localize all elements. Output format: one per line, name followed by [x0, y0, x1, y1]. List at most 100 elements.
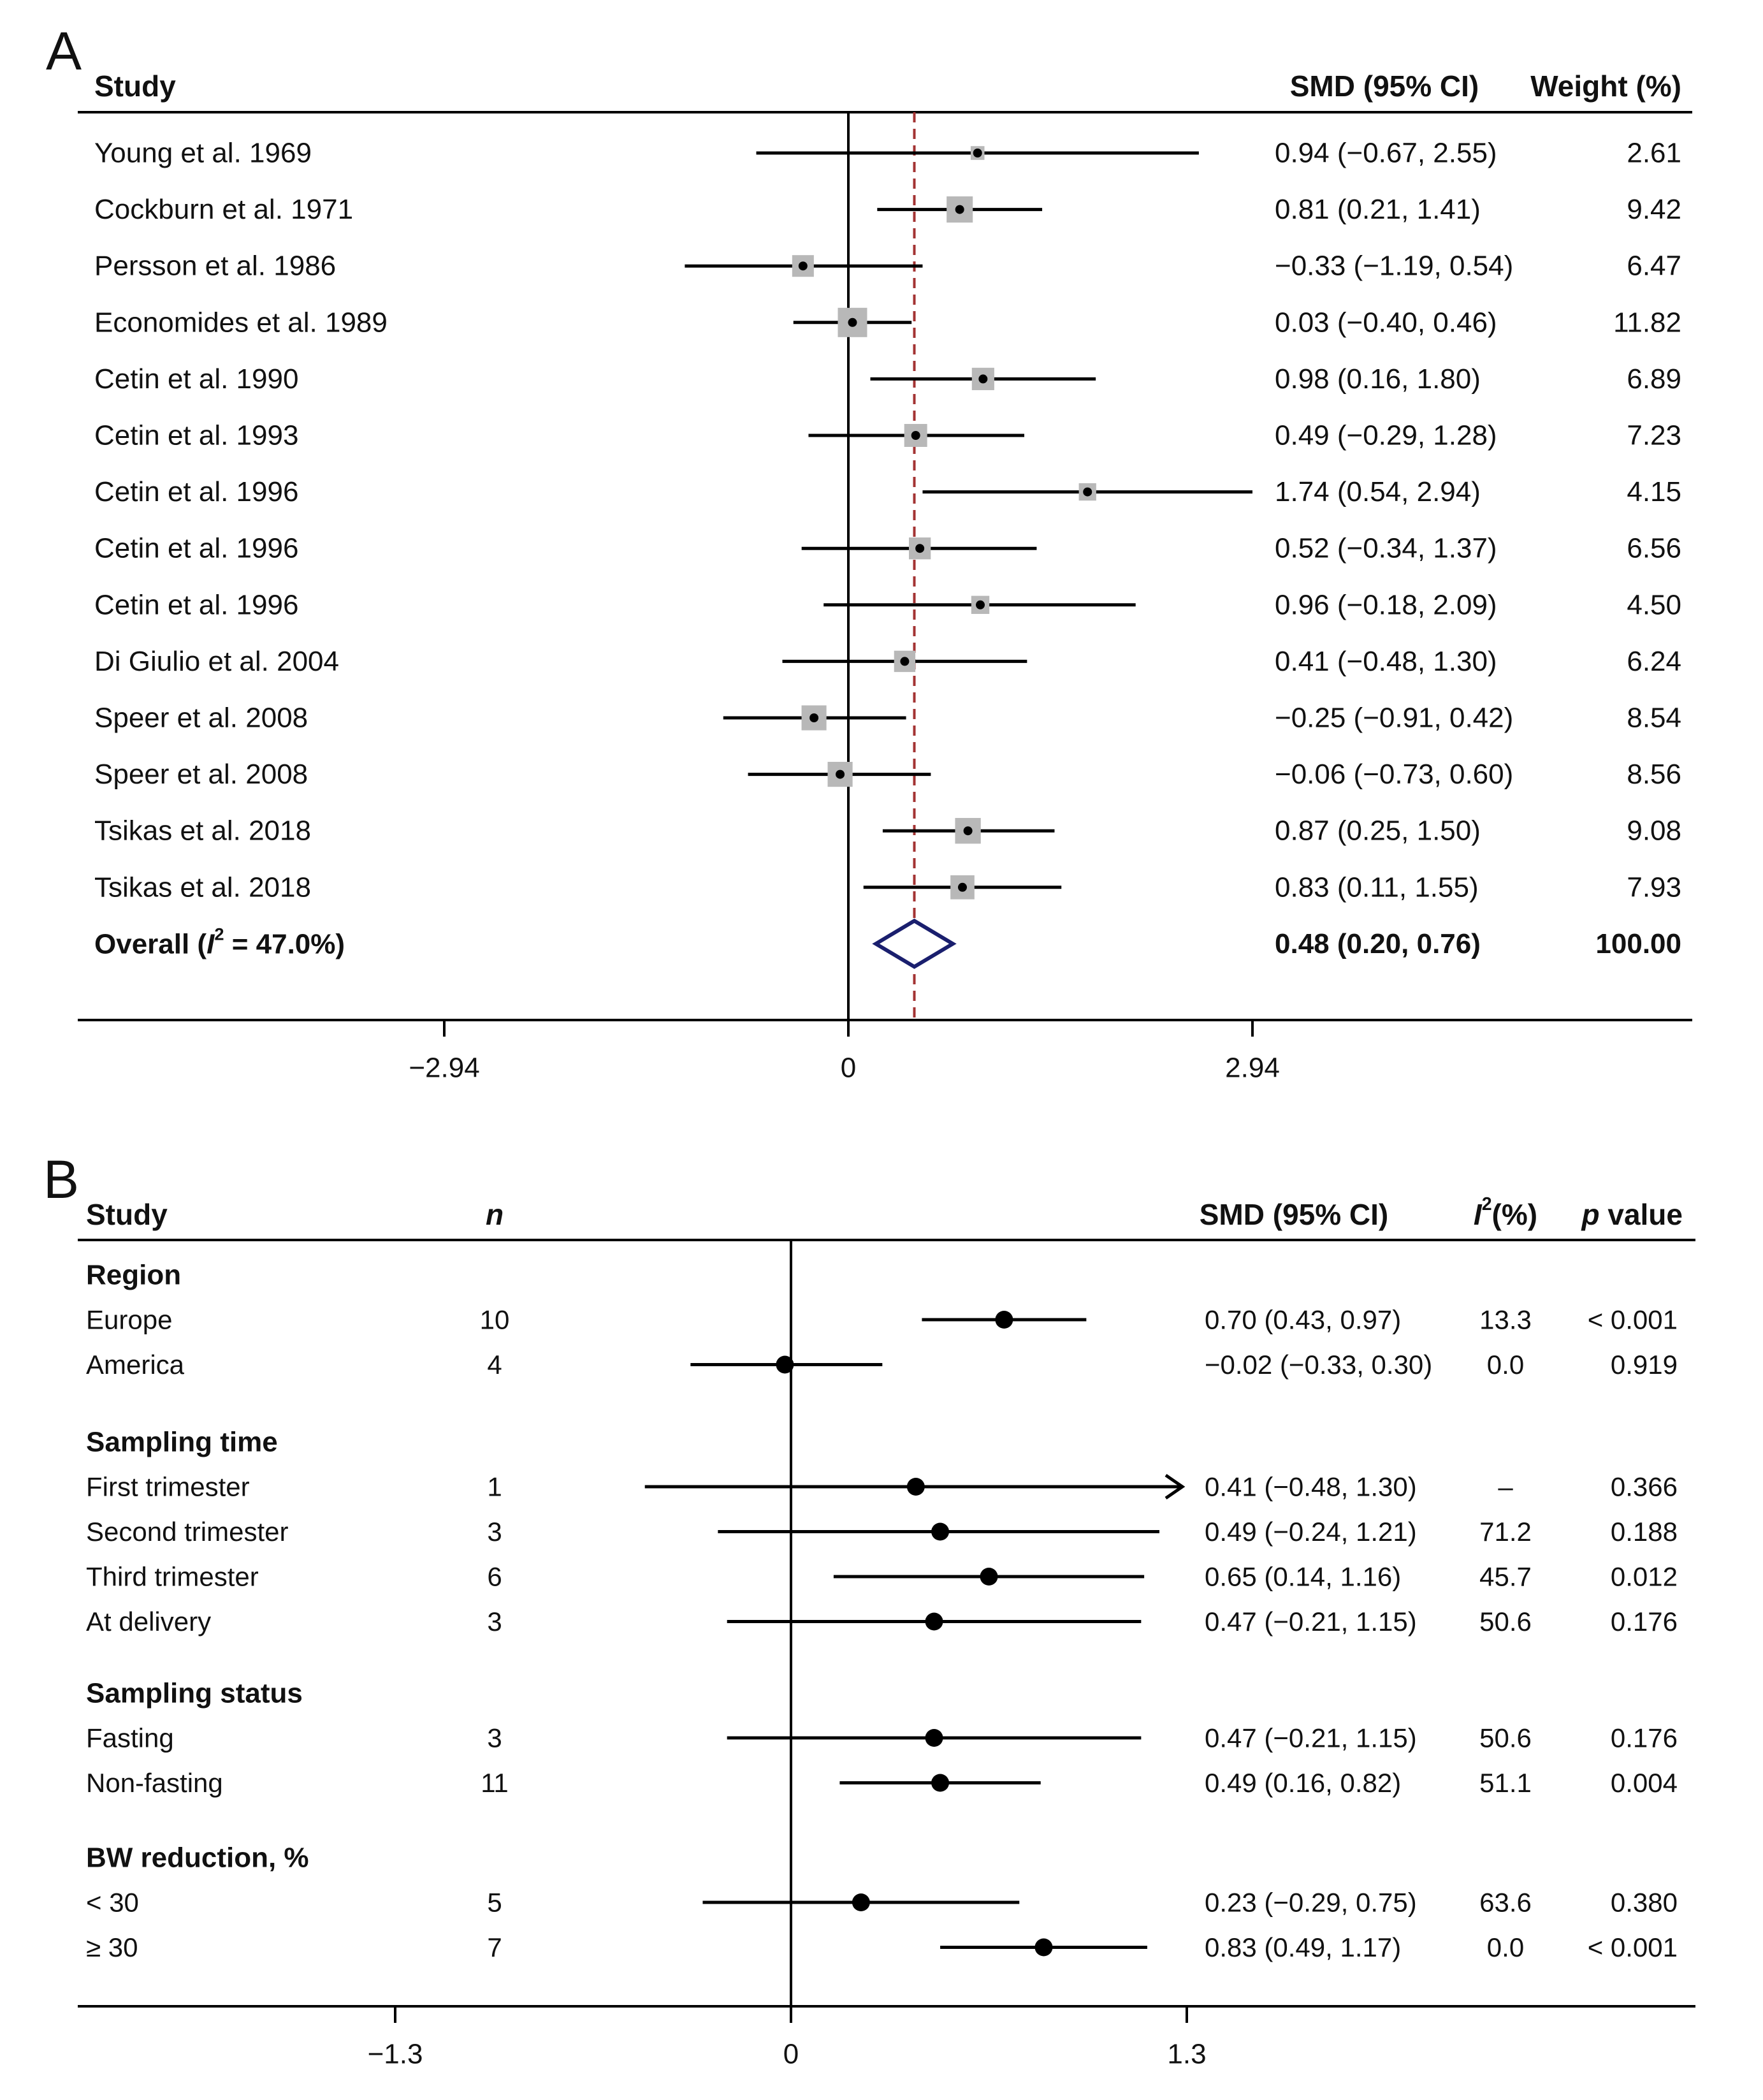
x-tick-label: 0 [783, 2039, 799, 2070]
study-label: Tsikas et al. 2018 [94, 815, 311, 847]
point-estimate [925, 1612, 943, 1631]
smd-ci-value: 0.41 (−0.48, 1.30) [1205, 1472, 1417, 1502]
panel-label-a: A [46, 21, 82, 81]
subgroup-row-label: At delivery [86, 1607, 211, 1637]
subgroup-title: BW reduction, % [86, 1842, 309, 1874]
study-label: Cetin et al. 1993 [94, 420, 298, 451]
study-label: Cetin et al. 1996 [94, 589, 298, 620]
smd-ci-value: 0.23 (−0.29, 0.75) [1205, 1888, 1417, 1918]
subgroup-row-label: First trimester [86, 1472, 250, 1502]
point-estimate [852, 1893, 870, 1911]
point-estimate [798, 261, 808, 271]
weight-value: 2.61 [1627, 138, 1681, 169]
column-header-p-value: p value [1580, 1198, 1683, 1231]
point-estimate [900, 657, 910, 666]
weight-value: 6.24 [1627, 646, 1681, 677]
subgroup-row-label: Non-fasting [86, 1768, 223, 1798]
smd-ci-value: −0.25 (−0.91, 0.42) [1275, 703, 1513, 734]
weight-value: 6.89 [1627, 363, 1681, 395]
study-label: Tsikas et al. 2018 [94, 871, 311, 903]
subgroup-row-label: Third trimester [86, 1562, 259, 1592]
x-tick-label: 2.94 [1225, 1053, 1280, 1084]
sample-count: 7 [487, 1932, 502, 1962]
overall-weight: 100.00 [1595, 928, 1681, 959]
column-header-weight: Weight (%) [1530, 69, 1681, 103]
subgroup-row-label: ≥ 30 [86, 1932, 138, 1962]
sample-count: 6 [487, 1562, 502, 1592]
point-estimate [1034, 1938, 1053, 1957]
smd-ci-value: 0.52 (−0.34, 1.37) [1275, 533, 1497, 564]
i2-value: 0.0 [1487, 1350, 1524, 1380]
x-tick-label: −2.94 [409, 1053, 479, 1084]
point-estimate [915, 544, 925, 553]
point-estimate [906, 1478, 925, 1496]
header-i2-rest: (%) [1492, 1198, 1538, 1231]
study-label: Cockburn et al. 1971 [94, 194, 353, 225]
point-estimate [995, 1311, 1013, 1329]
i2-value: – [1498, 1472, 1513, 1502]
smd-ci-value: −0.33 (−1.19, 0.54) [1275, 251, 1513, 282]
weight-value: 4.50 [1627, 589, 1681, 620]
overall-prefix: Overall ( [94, 928, 207, 959]
p-value: 0.366 [1611, 1472, 1678, 1502]
overall-diamond [872, 918, 957, 969]
overall-i2-sup: 2 [214, 924, 224, 944]
p-value: 0.012 [1611, 1562, 1678, 1592]
smd-ci-value: 0.49 (0.16, 0.82) [1205, 1768, 1401, 1798]
x-tick-label: 0 [841, 1053, 856, 1084]
smd-ci-value: 0.83 (0.49, 1.17) [1205, 1932, 1401, 1962]
point-estimate [911, 431, 920, 440]
weight-value: 8.54 [1627, 703, 1681, 734]
point-estimate [980, 1568, 998, 1586]
smd-ci-value: 0.94 (−0.67, 2.55) [1275, 138, 1497, 169]
point-estimate [836, 769, 845, 779]
smd-ci-value: 1.74 (0.54, 2.94) [1275, 476, 1481, 507]
smd-ci-value: −0.02 (−0.33, 0.30) [1205, 1350, 1432, 1380]
study-label: Cetin et al. 1996 [94, 476, 298, 507]
i2-value: 71.2 [1479, 1517, 1532, 1547]
smd-ci-value: 0.96 (−0.18, 2.09) [1275, 589, 1497, 620]
p-value: 0.188 [1611, 1517, 1678, 1547]
point-estimate [978, 374, 988, 384]
study-label: Young et al. 1969 [94, 138, 312, 169]
point-estimate [963, 826, 973, 836]
weight-value: 8.56 [1627, 759, 1681, 790]
ci-arrow-head [1164, 1473, 1186, 1500]
p-value: 0.176 [1611, 1723, 1678, 1753]
smd-ci-value: 0.47 (−0.21, 1.15) [1205, 1607, 1417, 1637]
i2-value: 50.6 [1479, 1723, 1532, 1753]
sample-count: 4 [487, 1350, 502, 1380]
column-header-smd: SMD (95% CI) [1290, 69, 1479, 103]
header-i2-sup: 2 [1482, 1194, 1492, 1214]
column-header-study: Study [86, 1198, 168, 1231]
subgroup-row-label: Europe [86, 1305, 172, 1335]
overall-label: Overall (I2 = 47.0%) [94, 924, 345, 959]
x-tick-label: 1.3 [1167, 2039, 1206, 2070]
study-label: Economides et al. 1989 [94, 307, 388, 338]
weight-value: 9.42 [1627, 194, 1681, 225]
header-p-rest: value [1600, 1198, 1683, 1231]
smd-ci-value: 0.49 (−0.24, 1.21) [1205, 1517, 1417, 1547]
header-i2-symbol: I [1474, 1198, 1483, 1231]
i2-value: 50.6 [1479, 1607, 1532, 1637]
weight-value: 6.56 [1627, 533, 1681, 564]
point-estimate [973, 149, 982, 157]
panel-a: A Study SMD (95% CI) Weight (%) −2.94 0 2.94 Yo… [46, 21, 1692, 1084]
weight-value: 6.47 [1627, 251, 1681, 282]
weight-value: 7.23 [1627, 420, 1681, 451]
subgroup-title: Sampling time [86, 1427, 278, 1458]
study-label: Di Giulio et al. 2004 [94, 646, 339, 677]
weight-value: 11.82 [1613, 307, 1681, 338]
smd-ci-value: 0.03 (−0.40, 0.46) [1275, 307, 1497, 338]
i2-value: 45.7 [1479, 1562, 1532, 1592]
subgroup-title: Sampling status [86, 1678, 303, 1709]
column-header-study: Study [94, 69, 176, 103]
i2-value: 13.3 [1479, 1305, 1532, 1335]
overall-i2-value: = 47.0%) [224, 928, 345, 959]
smd-ci-value: 0.87 (0.25, 1.50) [1275, 815, 1481, 847]
subgroup-title: Region [86, 1260, 181, 1291]
i2-value: 63.6 [1479, 1888, 1532, 1918]
sample-count: 5 [487, 1888, 502, 1918]
